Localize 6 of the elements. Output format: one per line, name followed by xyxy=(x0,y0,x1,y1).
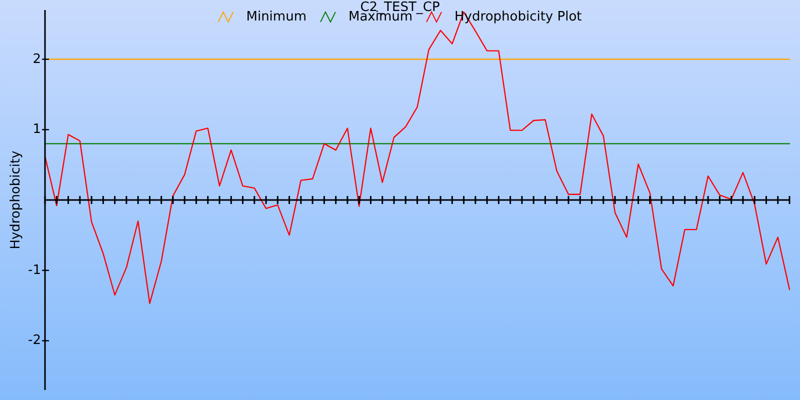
y-tick-label: -2 xyxy=(28,333,41,348)
y-tick-label: -1 xyxy=(28,262,41,278)
y-axis-title: Hydrophobicity xyxy=(8,150,24,250)
y-tick-label: 2 xyxy=(32,52,41,67)
legend-label: Minimum xyxy=(246,10,306,24)
y-tick-label: 1 xyxy=(32,122,41,138)
